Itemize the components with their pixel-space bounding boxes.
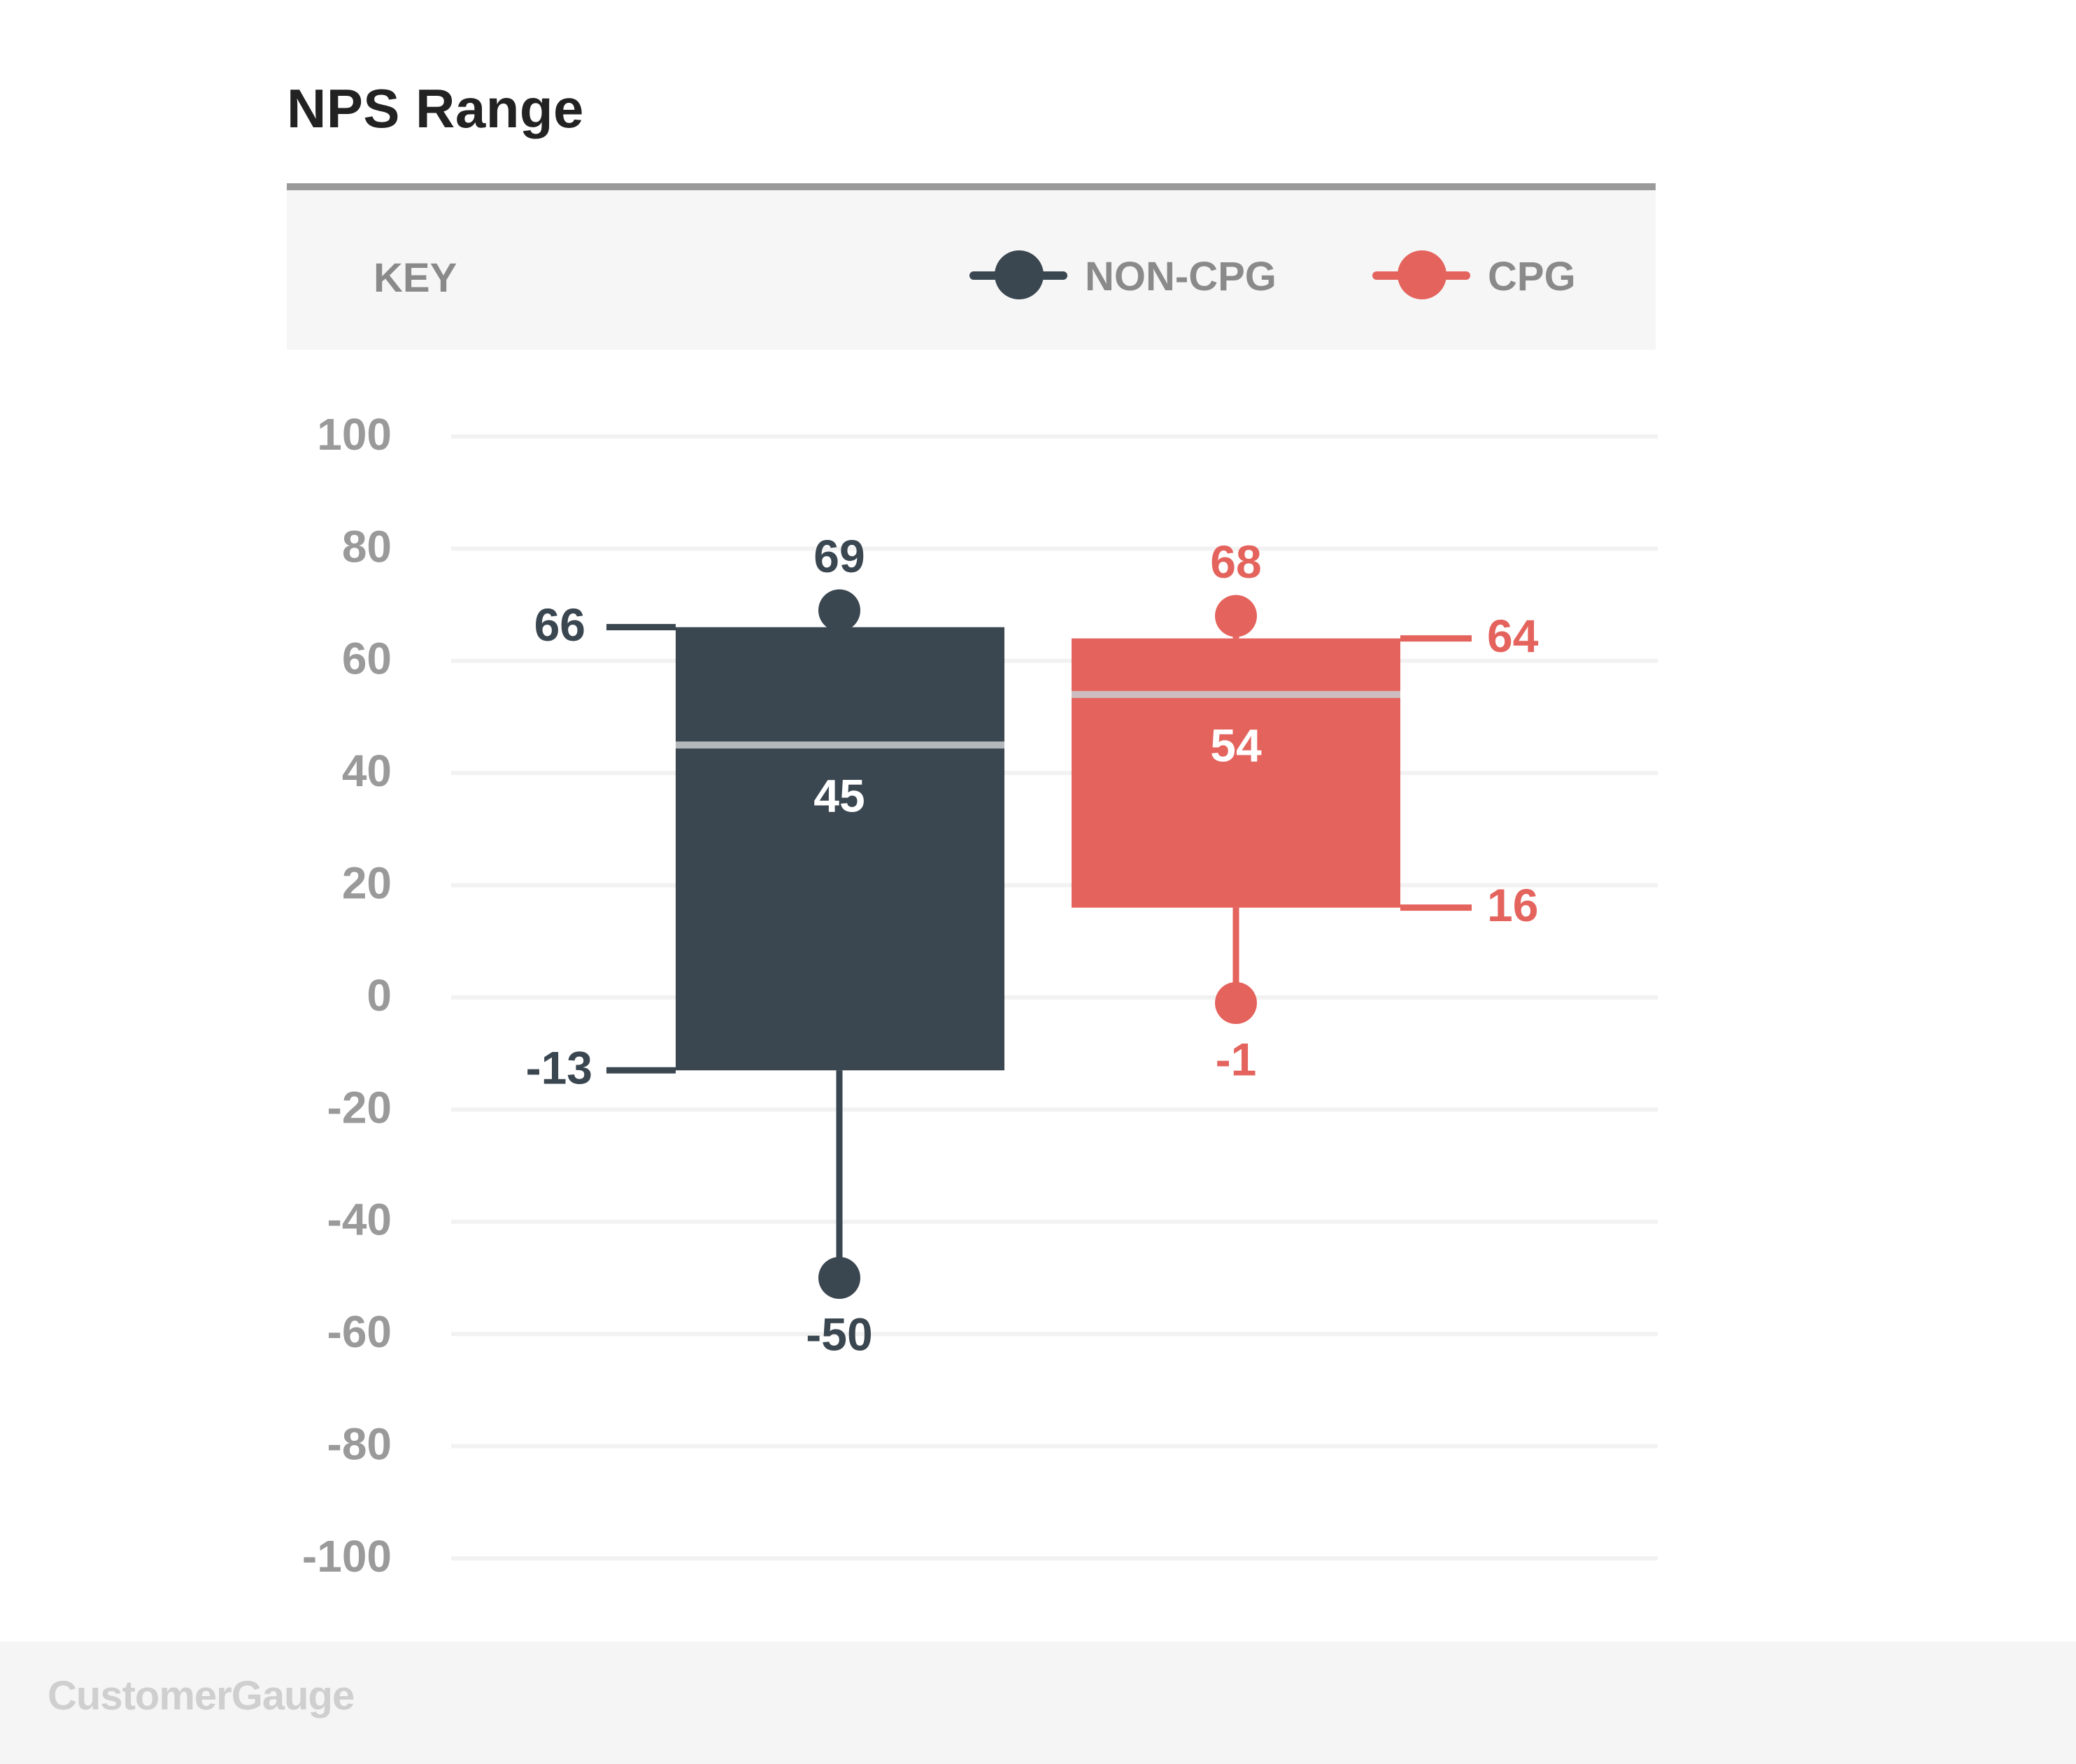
legend-label-non-cpg: NON-CPG <box>1085 254 1277 299</box>
min-point <box>818 1257 860 1299</box>
q3-label: 64 <box>1487 610 1539 662</box>
legend-key-label: KEY <box>374 255 457 301</box>
q1-label: 16 <box>1487 879 1538 931</box>
legend-band: KEY NON-CPG CPG <box>287 190 1656 350</box>
box-0 <box>676 627 1004 1071</box>
brand-logo: CustomerGauge <box>48 1673 355 1719</box>
y-tick-label: -80 <box>327 1419 392 1470</box>
y-tick-label: -60 <box>327 1307 392 1357</box>
legend-swatch-non-cpg <box>969 250 1067 299</box>
footer: CustomerGauge <box>0 1642 2076 1764</box>
legend-label-cpg: CPG <box>1488 254 1576 299</box>
chart-title: NPS Range <box>287 78 584 139</box>
box-1 <box>1072 638 1400 908</box>
y-tick-label: 60 <box>342 634 392 684</box>
y-tick-label: 20 <box>342 858 392 909</box>
y-tick-label: 0 <box>367 970 392 1020</box>
y-tick-label: -40 <box>327 1195 392 1245</box>
max-point <box>1215 595 1257 637</box>
max-point <box>818 589 860 632</box>
y-tick-label: 80 <box>342 521 392 571</box>
q1-label: -13 <box>526 1042 592 1094</box>
min-label: -1 <box>1216 1033 1257 1085</box>
q3-label: 66 <box>534 599 585 650</box>
max-label: 68 <box>1210 536 1261 588</box>
legend-swatch-cpg <box>1372 250 1470 299</box>
min-label: -50 <box>806 1308 872 1360</box>
median-label: 54 <box>1210 719 1262 771</box>
median-label: 45 <box>813 770 865 822</box>
title-divider <box>287 183 1656 190</box>
y-tick-label: 40 <box>342 746 392 796</box>
min-point <box>1215 982 1257 1025</box>
y-tick-label: -20 <box>327 1082 392 1132</box>
y-tick-label: -100 <box>302 1531 392 1581</box>
max-label: 69 <box>813 530 865 582</box>
y-tick-label: 100 <box>317 409 392 460</box>
